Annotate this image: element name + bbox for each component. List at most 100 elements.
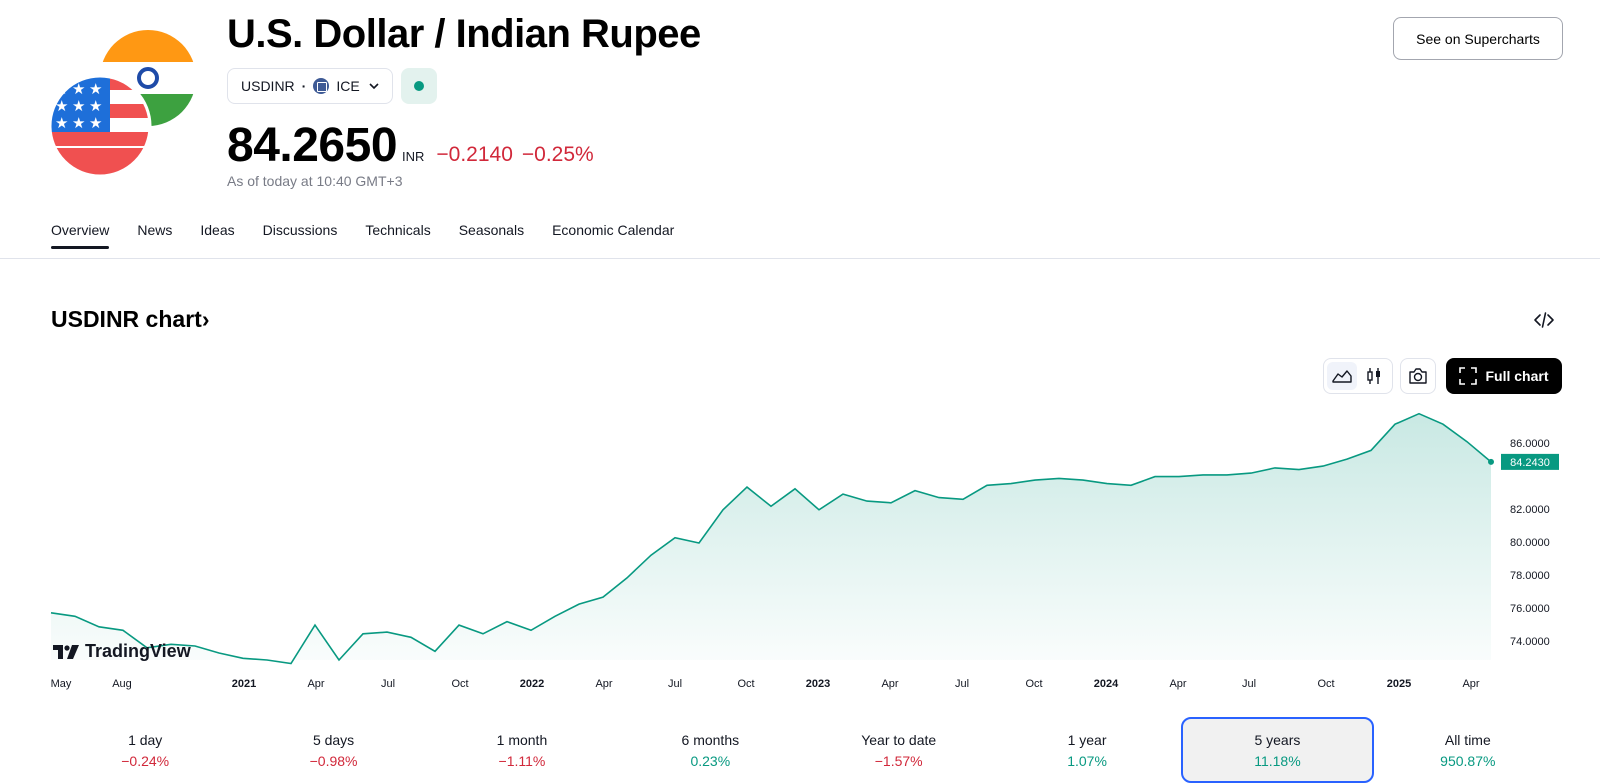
period-year-to-date[interactable]: Year to date −1.57%: [805, 717, 993, 783]
tab-economic-calendar[interactable]: Economic Calendar: [552, 222, 675, 238]
period-change: 1.07%: [1067, 752, 1107, 769]
period-change: −1.11%: [498, 752, 546, 769]
x-axis-tick-label: 2022: [520, 678, 544, 690]
y-axis-tick-label: 80.0000: [1510, 537, 1550, 549]
price-change-percent: −0.25%: [521, 143, 594, 166]
period-label: 1 month: [496, 731, 548, 748]
period-label: 5 days: [312, 731, 355, 748]
price-currency: INR: [402, 149, 425, 164]
price-line: [50, 412, 1492, 665]
tab-ideas[interactable]: Ideas: [200, 222, 235, 238]
fullscreen-icon: [1459, 367, 1478, 385]
x-axis-tick-label: Oct: [737, 678, 754, 690]
x-axis-tick-label: 2024: [1094, 678, 1119, 690]
symbol-exchange-selector[interactable]: USDINR · ICE: [227, 68, 393, 104]
tradingview-logo-icon: [53, 644, 79, 659]
period-change: 0.23%: [690, 752, 731, 769]
svg-text:★: ★: [55, 97, 68, 115]
area-chart-button[interactable]: [1327, 362, 1357, 390]
x-axis-tick-label: Oct: [451, 678, 468, 690]
x-axis-tick-label: Apr: [595, 678, 612, 690]
exchange-icon: [313, 78, 330, 94]
x-axis-tick-label: 2025: [1387, 678, 1411, 690]
full-chart-button[interactable]: Full chart: [1446, 358, 1562, 394]
svg-text:★: ★: [72, 114, 85, 132]
tab-technicals[interactable]: Technicals: [365, 222, 431, 238]
nav-divider: [0, 258, 1600, 259]
chevron-right-icon: ›: [201, 306, 210, 332]
screenshot-button[interactable]: [1400, 358, 1436, 394]
price-row: 84.2650 INR −0.2140 −0.25%: [227, 118, 594, 173]
usd-inr-flag-logo: ★ ★ ★ ★ ★ ★ ★ ★ ★: [50, 30, 196, 176]
period-change: −0.98%: [309, 752, 358, 769]
y-axis-tick-label: 74.0000: [1510, 636, 1550, 648]
x-axis-tick-label: 2023: [806, 678, 830, 690]
chevron-down-icon: [369, 83, 379, 90]
period-change: 950.87%: [1440, 752, 1496, 769]
period-label: 1 year: [1067, 731, 1107, 748]
y-axis-tick-label: 82.0000: [1510, 504, 1550, 516]
x-axis-tick-label: Apr: [1169, 678, 1186, 690]
chart-title-text: USDINR chart: [51, 306, 202, 332]
x-axis-tick-label: 2021: [232, 678, 256, 690]
y-axis-tick-label: 78.0000: [1510, 570, 1550, 582]
x-axis-tick-label: May: [51, 678, 72, 690]
page-title: U.S. Dollar / Indian Rupee: [227, 12, 701, 56]
x-axis-tick-label: Oct: [1317, 678, 1334, 690]
camera-icon: [1409, 368, 1427, 384]
period-label: 1 day: [128, 731, 163, 748]
period-label: Year to date: [861, 731, 937, 748]
x-axis-tick-label: Apr: [1462, 678, 1479, 690]
period-change: −0.24%: [121, 752, 170, 769]
current-price: 84.2650: [227, 119, 398, 172]
x-axis-tick-label: Apr: [307, 678, 324, 690]
x-axis-tick-label: Jul: [668, 678, 682, 690]
area-chart-icon: [1332, 370, 1352, 383]
price-chart[interactable]: May Aug 2021 Apr Jul Oct 2022 Apr Jul Oct 2023 Apr J…: [0, 400, 1600, 700]
chart-style-toggle: [1323, 358, 1393, 394]
tradingview-logo: TradingView: [53, 641, 191, 662]
period-5-days[interactable]: 5 days −0.98%: [239, 717, 427, 783]
market-status-indicator[interactable]: [400, 68, 437, 104]
last-price-tag: [1501, 453, 1559, 470]
period-all-time[interactable]: All time 950.87%: [1374, 717, 1562, 783]
period-5-years[interactable]: 5 years 11.18%: [1181, 717, 1374, 783]
price-change: −0.2140: [436, 143, 513, 166]
svg-text:★: ★: [89, 114, 102, 132]
svg-text:★: ★: [89, 97, 102, 115]
svg-text:★: ★: [72, 80, 85, 98]
candlestick-icon: [1367, 368, 1380, 384]
x-axis-tick-label: Jul: [955, 678, 969, 690]
tab-discussions[interactable]: Discussions: [262, 222, 338, 238]
svg-text:★: ★: [89, 80, 102, 98]
chart-title-link[interactable]: USDINR chart›: [51, 306, 209, 333]
period-1-day[interactable]: 1 day −0.24%: [51, 717, 239, 783]
price-timestamp: As of today at 10:40 GMT+3: [227, 173, 403, 189]
separator-dot: ·: [301, 78, 307, 94]
period-change: −1.57%: [874, 752, 923, 769]
see-on-supercharts-button[interactable]: See on Supercharts: [1393, 17, 1563, 60]
period-label: All time: [1444, 731, 1491, 748]
period-1-month[interactable]: 1 month −1.11%: [428, 717, 616, 783]
tab-overview[interactable]: Overview: [51, 222, 110, 249]
period-label: 6 months: [681, 731, 740, 748]
x-axis-tick-label: Oct: [1025, 678, 1042, 690]
tab-news[interactable]: News: [137, 222, 173, 238]
period-6-months[interactable]: 6 months 0.23%: [616, 717, 804, 783]
period-1-year[interactable]: 1 year 1.07%: [993, 717, 1181, 783]
symbol-ticker: USDINR: [241, 78, 295, 94]
section-tabs: Overview News Ideas Discussions Technica…: [51, 222, 674, 249]
price-area-fill: [51, 413, 1491, 664]
y-axis-tick-label: 86.0000: [1510, 438, 1550, 450]
embed-code-icon[interactable]: [1533, 309, 1555, 331]
svg-text:★: ★: [72, 97, 85, 115]
period-label: 5 years: [1254, 731, 1301, 748]
candles-chart-button[interactable]: [1359, 362, 1389, 390]
last-price-dot: [1488, 458, 1494, 465]
symbol-pill-row: USDINR · ICE: [227, 68, 437, 104]
full-chart-label: Full chart: [1485, 368, 1549, 384]
tab-seasonals[interactable]: Seasonals: [458, 222, 525, 238]
x-axis-tick-label: Jul: [1242, 678, 1256, 690]
tradingview-wordmark: TradingView: [85, 641, 191, 661]
y-axis-tick-label: 76.0000: [1510, 603, 1550, 615]
